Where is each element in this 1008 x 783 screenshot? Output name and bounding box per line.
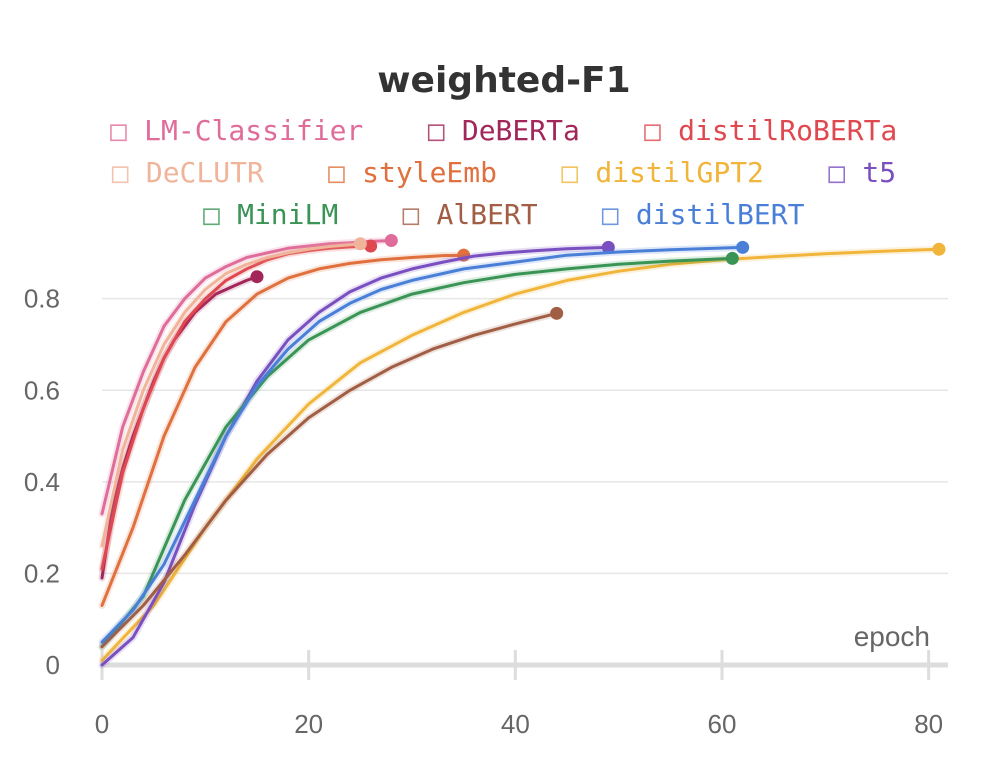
- legend-label: MiniLM: [237, 198, 338, 231]
- series-line: [100, 245, 745, 644]
- series-line: [100, 239, 393, 516]
- y-tick-label: 0.2: [24, 558, 60, 588]
- series-end-point: [550, 306, 564, 320]
- series-halo: [98, 245, 943, 664]
- x-tick-label: 20: [294, 709, 323, 739]
- series-minilm: [98, 251, 739, 651]
- legend-item-albert: □ AlBERT: [403, 198, 538, 231]
- legend-marker: □: [602, 198, 619, 231]
- series-layer: [98, 234, 946, 669]
- legend-item-deberta: □ DeBERTa: [428, 114, 580, 147]
- legend-item-declutr: □ DeCLUTR: [112, 156, 264, 189]
- series-halo: [98, 254, 736, 651]
- series-declutr: [98, 237, 367, 550]
- x-axis-label: epoch: [854, 621, 930, 652]
- series-end-point: [736, 240, 750, 254]
- series-t5: [98, 240, 615, 669]
- series-end-point: [364, 239, 378, 253]
- series-halo: [98, 309, 561, 651]
- legend-label: AlBERT: [437, 198, 538, 231]
- series-albert: [98, 306, 564, 651]
- series-line: [100, 253, 466, 607]
- legend-label: t5: [862, 156, 896, 189]
- legend-label: distilGPT2: [595, 156, 764, 189]
- x-tick-label: 40: [501, 709, 530, 739]
- legend-item-lm-classifier: □ LM-Classifier: [110, 114, 363, 147]
- series-line: [100, 242, 362, 548]
- series-end-point: [725, 251, 739, 265]
- y-tick-label: 0.4: [24, 467, 60, 497]
- series-distilroberta: [98, 239, 378, 573]
- legend-marker: □: [561, 156, 578, 189]
- legend-item-minilm: □ MiniLM: [203, 198, 338, 231]
- legend-label: distilBERT: [636, 198, 805, 231]
- legend-marker: □: [328, 156, 345, 189]
- series-end-point: [353, 237, 367, 251]
- series-end-point: [250, 270, 264, 284]
- y-tick-label: 0.6: [24, 375, 60, 405]
- legend-item-distilroberta: □ distilRoBERTa: [644, 114, 897, 147]
- x-tick-label: 60: [708, 709, 737, 739]
- series-line: [100, 245, 610, 667]
- legend-item-t5: □ t5: [828, 156, 896, 189]
- series-line: [100, 244, 373, 571]
- legend: □ LM-Classifier □ DeBERTa □ distilRoBERTa □ DeC…: [110, 114, 897, 231]
- x-tick-label: 80: [914, 709, 943, 739]
- legend-item-styleemb: □ styleEmb: [328, 156, 497, 189]
- y-tick-label: 0.8: [24, 284, 60, 314]
- legend-marker: □: [644, 114, 661, 147]
- axes: 0 0.2 0.4 0.6 0.8 0 20 40 60 80: [24, 284, 948, 739]
- legend-item-distilbert: □ distilBERT: [602, 198, 805, 231]
- series-distilgpt2: [98, 242, 946, 664]
- series-end-point: [932, 242, 946, 256]
- legend-marker: □: [403, 198, 420, 231]
- y-tick-label: 0: [46, 650, 60, 680]
- x-tick-label: 0: [95, 709, 109, 739]
- series-lm-classifier: [98, 234, 398, 518]
- series-end-point: [384, 234, 398, 248]
- legend-marker: □: [203, 198, 220, 231]
- legend-item-distilgpt2: □ distilGPT2: [561, 156, 764, 189]
- legend-marker: □: [828, 156, 845, 189]
- series-end-point: [601, 240, 615, 254]
- series-line: [100, 256, 734, 649]
- legend-label: LM-Classifier: [144, 114, 363, 147]
- series-line: [100, 247, 941, 662]
- legend-marker: □: [112, 156, 129, 189]
- chart-title: weighted-F1: [377, 60, 630, 101]
- legend-marker: □: [428, 114, 445, 147]
- series-line: [100, 311, 559, 649]
- legend-label: styleEmb: [362, 156, 497, 189]
- legend-label: DeCLUTR: [146, 156, 264, 189]
- legend-marker: □: [110, 114, 127, 147]
- series-distilbert: [98, 240, 750, 646]
- legend-label: distilRoBERTa: [678, 114, 897, 147]
- legend-label: DeBERTa: [462, 114, 580, 147]
